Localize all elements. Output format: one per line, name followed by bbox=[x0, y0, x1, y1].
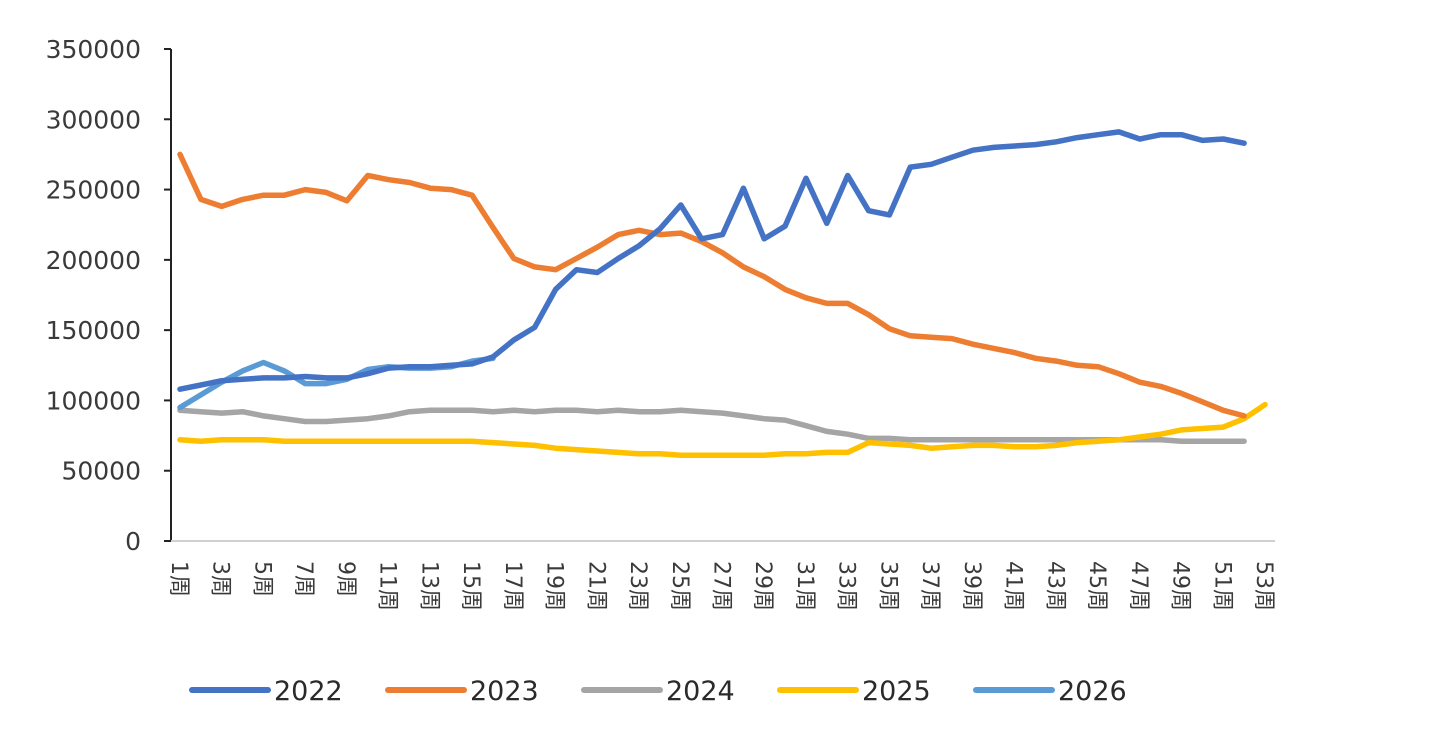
x-tick-label: 5周 bbox=[249, 561, 274, 597]
x-tick-label: 21周 bbox=[583, 561, 608, 611]
y-tick-label: 350000 bbox=[46, 35, 141, 64]
x-tick-label: 7周 bbox=[291, 561, 316, 597]
x-tick-label: 23周 bbox=[625, 561, 650, 611]
series-lines bbox=[177, 129, 1268, 459]
y-tick-label: 50000 bbox=[61, 457, 141, 486]
x-tick-label: 11周 bbox=[375, 561, 400, 611]
legend-item-2023: 2023 bbox=[385, 676, 539, 707]
y-tick-label: 0 bbox=[125, 527, 141, 556]
legend-label: 2026 bbox=[1058, 676, 1127, 707]
x-tick-label: 43周 bbox=[1042, 561, 1067, 611]
y-tick-label: 300000 bbox=[46, 105, 141, 134]
legend-item-2026: 2026 bbox=[973, 676, 1127, 707]
y-tick-label: 200000 bbox=[46, 246, 141, 275]
series-line-2025 bbox=[177, 401, 1268, 459]
legend-label: 2025 bbox=[862, 676, 931, 707]
x-tick-label: 49周 bbox=[1168, 561, 1193, 611]
x-tick-label: 17周 bbox=[500, 561, 525, 611]
x-tick-label: 1周 bbox=[166, 561, 191, 597]
x-tick-label: 3周 bbox=[208, 561, 233, 597]
x-tick-label: 27周 bbox=[709, 561, 734, 611]
x-tick-label: 45周 bbox=[1084, 561, 1109, 611]
y-axis: 0 50000 100000 150000 200000 250000 300000 3500… bbox=[46, 35, 172, 556]
x-tick-label: 47周 bbox=[1126, 561, 1151, 611]
x-tick-label: 25周 bbox=[667, 561, 692, 611]
y-tick-label: 250000 bbox=[46, 176, 141, 205]
x-tick-label: 33周 bbox=[834, 561, 859, 611]
x-tick-label: 39周 bbox=[959, 561, 984, 611]
series-line-2024 bbox=[177, 407, 1247, 444]
x-tick-label: 15周 bbox=[458, 561, 483, 611]
y-tick-label: 100000 bbox=[46, 386, 141, 415]
legend-item-2022: 2022 bbox=[189, 676, 343, 707]
x-tick-label: 19周 bbox=[542, 561, 567, 611]
legend-label: 2024 bbox=[666, 676, 735, 707]
legend-label: 2023 bbox=[470, 676, 539, 707]
x-tick-label: 35周 bbox=[875, 561, 900, 611]
x-tick-label: 41周 bbox=[1001, 561, 1026, 611]
legend-label: 2022 bbox=[274, 676, 343, 707]
x-tick-label: 13周 bbox=[416, 561, 441, 611]
x-tick-label: 31周 bbox=[792, 561, 817, 611]
legend-item-2025: 2025 bbox=[777, 676, 931, 707]
legend: 2022 2023 2024 2025 2026 bbox=[189, 676, 1127, 707]
x-tick-label: 53周 bbox=[1251, 561, 1276, 611]
legend-item-2024: 2024 bbox=[581, 676, 735, 707]
series-line-2023 bbox=[177, 151, 1247, 419]
y-tick-label: 150000 bbox=[46, 316, 141, 345]
x-tick-label: 29周 bbox=[750, 561, 775, 611]
x-tick-label: 9周 bbox=[333, 561, 358, 597]
x-tick-label: 37周 bbox=[917, 561, 942, 611]
series-line-2022 bbox=[177, 129, 1247, 392]
x-axis: 1周 3周 5周 7周 9周 11周 13周 15周 17周 19周 21周 23周 25周 27周 29周… bbox=[166, 540, 1276, 611]
x-tick-label: 51周 bbox=[1209, 561, 1234, 611]
